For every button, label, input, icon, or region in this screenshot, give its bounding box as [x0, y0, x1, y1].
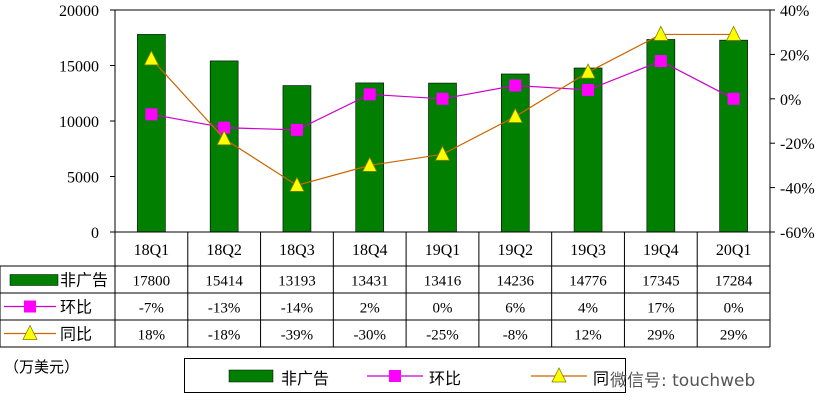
table-cell-1-19Q4: 17%: [647, 301, 675, 317]
yoy-marker-19Q3: [580, 63, 596, 79]
row-label-0: 非广告: [60, 271, 108, 290]
table-cell-0-19Q2: 14236: [497, 274, 535, 290]
bar-18Q2: [209, 60, 239, 233]
category-label-19Q3: 19Q3: [570, 242, 606, 259]
y2-tick-label: 0%: [780, 92, 801, 109]
legend-label-yoy: 同: [593, 369, 610, 388]
category-label-18Q1: 18Q1: [134, 242, 170, 259]
y2-tick-label: -20%: [780, 136, 815, 153]
y-tick-label: 15000: [59, 59, 99, 76]
table-cell-2-19Q3: 12%: [574, 328, 602, 344]
table-cell-0-20Q1: 17284: [715, 274, 753, 290]
table-cell-2-18Q3: -39%: [281, 328, 314, 344]
yoy-marker-18Q4: [362, 156, 378, 172]
table-cell-1-19Q3: 4%: [578, 301, 598, 317]
table-cell-2-20Q1: 29%: [720, 328, 748, 344]
legend-bar-swatch: [228, 369, 274, 383]
legend-yoy-marker: [551, 367, 567, 383]
category-label-18Q2: 18Q2: [206, 242, 242, 259]
table-cell-0-18Q1: 17800: [133, 274, 171, 290]
y-tick-label: 20000: [59, 3, 99, 20]
mom-marker-19Q3: [582, 83, 595, 96]
category-label-20Q1: 20Q1: [716, 242, 752, 259]
category-label-19Q4: 19Q4: [643, 242, 679, 259]
table-cell-2-19Q1: -25%: [426, 328, 459, 344]
axes-layer: 0 5000 10000 15000 20000 -60% -40% -20% 0% 20% 40%: [59, 3, 815, 242]
row-key-ads: [9, 274, 59, 286]
y2-tick-label: 20%: [780, 47, 809, 64]
table-cell-0-18Q4: 13431: [351, 274, 389, 290]
bars-layer: [137, 34, 748, 233]
y-tick-label: 10000: [59, 114, 99, 131]
table-cell-1-20Q1: 0%: [724, 301, 744, 317]
bar-20Q1: [719, 39, 748, 233]
bar-19Q4: [646, 39, 676, 233]
yoy-marker-18Q1: [143, 49, 160, 66]
table-cell-0-19Q1: 13416: [424, 274, 462, 290]
y2-tick-label: -60%: [780, 225, 815, 242]
legend: 非广告 环比 同: [184, 358, 626, 393]
mom-marker-19Q2: [509, 79, 522, 92]
bar-18Q3: [282, 85, 312, 233]
yoy-marker-19Q4: [653, 25, 669, 41]
table-layer: 18Q1 18Q2 18Q3 18Q4 19Q1 19Q2 19Q3 19Q4 20Q1 非广告环…: [0, 231, 771, 348]
watermark-text: 微信号: touchweb: [610, 371, 756, 391]
table-cell-2-18Q2: -18%: [208, 328, 241, 344]
table-cell-0-19Q4: 17345: [642, 274, 680, 290]
table-cell-1-18Q2: -13%: [208, 301, 241, 317]
yoy-marker-20Q1: [725, 25, 742, 41]
row-key-yoy-marker: [22, 324, 38, 340]
unit-note: （万美元）: [4, 358, 80, 376]
table-cell-0-18Q3: 13193: [278, 274, 316, 290]
yoy-marker-18Q2: [216, 129, 232, 146]
table-cell-1-18Q3: -14%: [281, 301, 314, 317]
table-cell-2-18Q4: -30%: [353, 328, 386, 344]
y2-tick-label: 40%: [780, 3, 809, 20]
table-cell-2-19Q4: 29%: [647, 328, 675, 344]
mom-marker-18Q1: [145, 108, 158, 121]
lines-layer: [143, 25, 742, 192]
category-label-18Q3: 18Q3: [279, 242, 315, 259]
y-tick-label: 0: [91, 225, 99, 242]
legend-label-mom: 环比: [429, 369, 462, 388]
y-tick-label: 5000: [67, 170, 99, 187]
category-label-19Q1: 19Q1: [425, 242, 461, 259]
y2-tick-label: -40%: [780, 181, 815, 198]
row-key-mom-marker: [24, 300, 36, 313]
mom-marker-19Q1: [436, 92, 449, 105]
table-cell-1-19Q2: 6%: [505, 301, 525, 317]
bar-19Q2: [500, 73, 530, 233]
legend-label-ads: 非广告: [281, 369, 330, 388]
mom-marker-18Q4: [363, 88, 376, 101]
yoy-marker-19Q2: [507, 107, 523, 123]
mom-marker-18Q2: [218, 121, 231, 134]
legend-mom-marker: [389, 370, 401, 382]
yoy-marker-19Q1: [434, 145, 451, 161]
bar-18Q1: [137, 34, 166, 233]
mom-marker-19Q4: [654, 55, 667, 68]
category-label-19Q2: 19Q2: [497, 242, 533, 259]
table-cell-0-19Q3: 14776: [569, 274, 607, 290]
row-label-1: 环比: [60, 298, 92, 317]
mom-marker-18Q3: [290, 123, 303, 136]
category-label-18Q4: 18Q4: [352, 242, 388, 259]
mom-marker-20Q1: [727, 92, 740, 105]
row-label-2: 同比: [60, 325, 92, 344]
table-cell-2-19Q2: -8%: [503, 328, 528, 344]
table-cell-1-18Q1: -7%: [139, 301, 164, 317]
table-cell-0-18Q2: 15414: [205, 274, 243, 290]
yoy-marker-18Q3: [289, 176, 305, 192]
table-cell-1-18Q4: 2%: [360, 301, 380, 317]
legend-swatches: [228, 367, 587, 383]
table-cell-1-19Q1: 0%: [433, 301, 453, 317]
table-cell-2-18Q1: 18%: [138, 328, 166, 344]
